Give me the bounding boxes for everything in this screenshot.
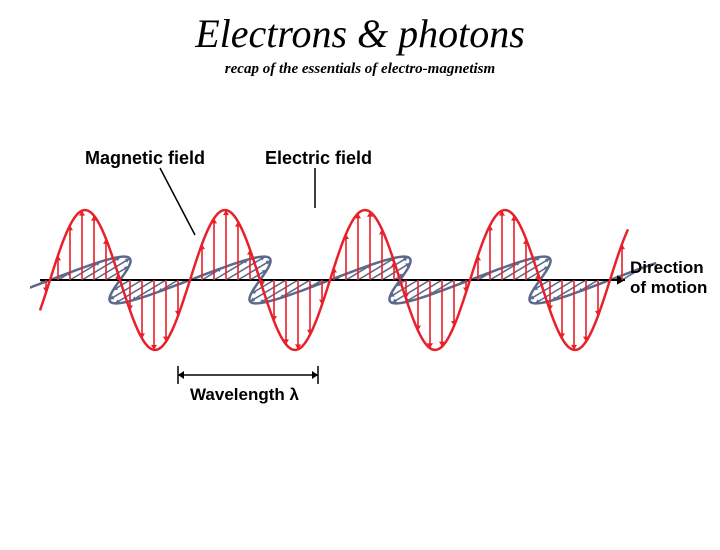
page-title: Electrons & photons — [0, 10, 720, 57]
label-electric-field: Electric field — [265, 148, 372, 169]
label-wavelength: Wavelength λ — [190, 385, 299, 405]
label-magnetic-field: Magnetic field — [85, 148, 205, 169]
label-direction-1: Direction — [630, 258, 704, 278]
page-subtitle: recap of the essentials of electro-magne… — [0, 61, 720, 78]
wave-svg — [30, 140, 690, 420]
label-direction-2: of motion — [630, 278, 707, 298]
em-wave-diagram: Magnetic field Electric field Direction … — [30, 140, 690, 420]
